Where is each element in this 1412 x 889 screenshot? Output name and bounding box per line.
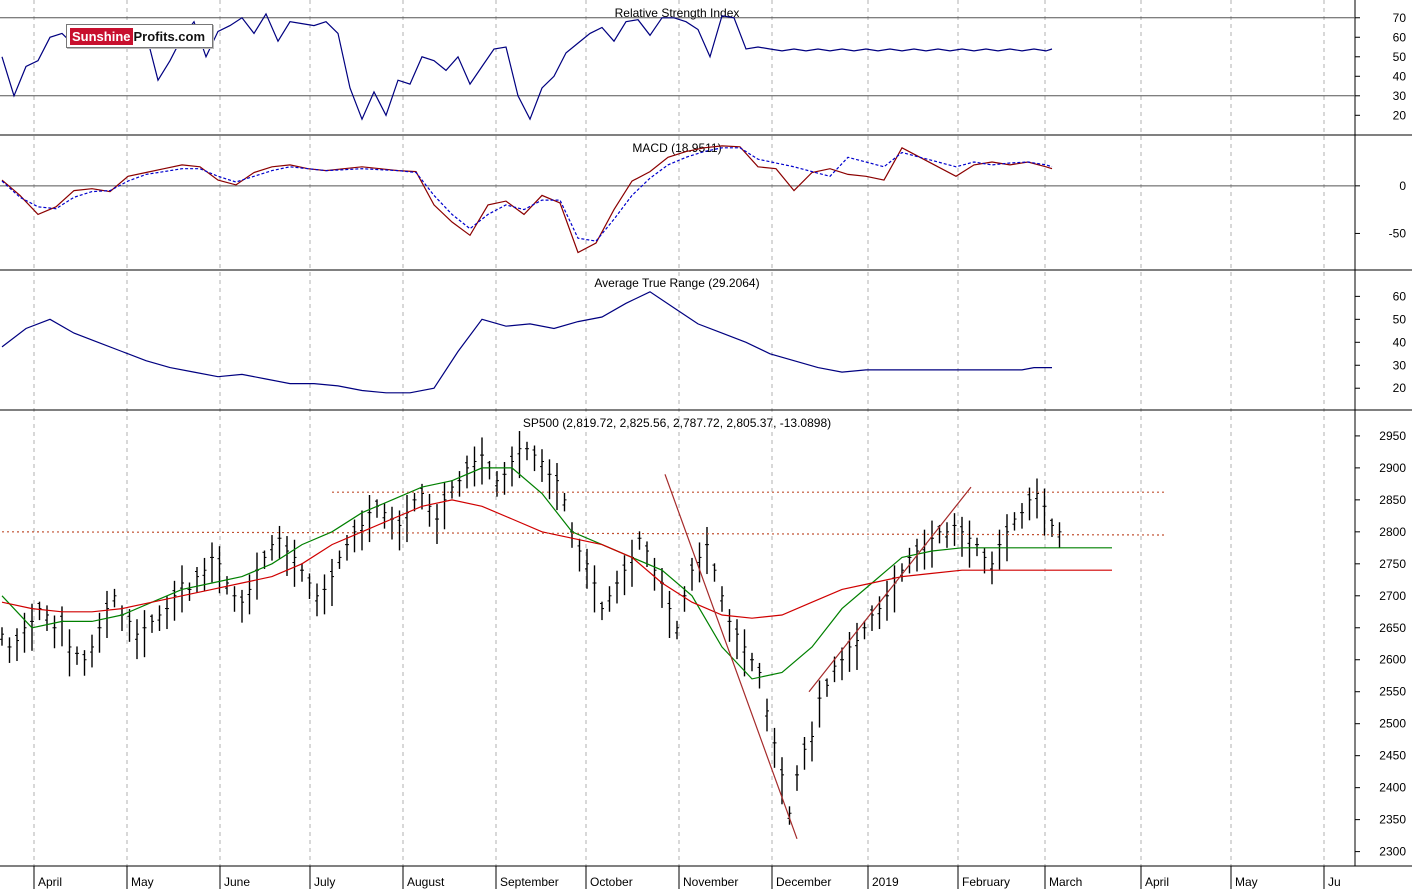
x-tick-label: April — [1145, 875, 1169, 889]
x-tick-label: February — [962, 875, 1010, 889]
panel-title: Relative Strength Index — [615, 6, 740, 20]
x-tick-label: March — [1049, 875, 1082, 889]
y-tick-label: 2950 — [1379, 429, 1406, 443]
y-tick-label: 2550 — [1379, 685, 1406, 699]
y-tick-label: -50 — [1389, 226, 1407, 240]
y-tick-label: 60 — [1393, 30, 1407, 44]
panel-title: SP500 (2,819.72, 2,825.56, 2,787.72, 2,8… — [523, 416, 831, 430]
x-tick-label: May — [1235, 875, 1258, 889]
y-tick-label: 20 — [1393, 108, 1407, 122]
x-tick-label: April — [38, 875, 62, 889]
logo-part2: Profits.com — [133, 28, 206, 44]
series-line — [1, 291, 1052, 394]
y-tick-label: 2300 — [1379, 845, 1406, 859]
x-tick-label: August — [407, 875, 445, 889]
y-tick-label: 50 — [1393, 312, 1407, 326]
panel-title: Average True Range (29.2064) — [594, 276, 759, 290]
y-tick-label: 40 — [1393, 69, 1407, 83]
y-tick-label: 0 — [1399, 179, 1406, 193]
y-tick-label: 30 — [1393, 89, 1407, 103]
x-tick-label: 2019 — [872, 875, 899, 889]
series-line — [1, 145, 1053, 254]
y-tick-label: 60 — [1393, 289, 1407, 303]
y-tick-label: 2400 — [1379, 781, 1406, 795]
x-tick-label: July — [314, 875, 335, 889]
y-tick-label: 2650 — [1379, 621, 1406, 635]
x-tick-label: September — [500, 875, 559, 889]
x-tick-label: Ju — [1328, 875, 1341, 889]
y-tick-label: 2850 — [1379, 493, 1406, 507]
logo-part1: Sunshine — [70, 27, 133, 45]
y-tick-label: 2450 — [1379, 749, 1406, 763]
series-line — [664, 474, 798, 840]
sunshine-profits-logo[interactable]: Sunshine Profits.com — [66, 24, 213, 48]
y-tick-label: 2900 — [1379, 461, 1406, 475]
series-line — [1, 467, 1112, 680]
y-tick-label: 2800 — [1379, 525, 1406, 539]
y-tick-label: 2750 — [1379, 557, 1406, 571]
y-tick-label: 20 — [1393, 381, 1407, 395]
series-line — [1, 147, 1053, 242]
x-tick-label: December — [776, 875, 831, 889]
y-tick-label: 2500 — [1379, 717, 1406, 731]
x-tick-label: November — [683, 875, 738, 889]
y-tick-label: 70 — [1393, 11, 1407, 25]
y-tick-label: 50 — [1393, 50, 1407, 64]
y-tick-label: 2700 — [1379, 589, 1406, 603]
x-tick-label: May — [131, 875, 154, 889]
x-tick-label: October — [590, 875, 633, 889]
series-line — [1, 531, 1167, 536]
y-tick-label: 2350 — [1379, 813, 1406, 827]
x-tick-label: June — [224, 875, 250, 889]
y-tick-label: 2600 — [1379, 653, 1406, 667]
y-tick-label: 30 — [1393, 358, 1407, 372]
y-tick-label: 40 — [1393, 335, 1407, 349]
series-line — [808, 486, 972, 693]
panel-title: MACD (18.9511) — [632, 141, 721, 155]
series-line — [1, 499, 1112, 619]
